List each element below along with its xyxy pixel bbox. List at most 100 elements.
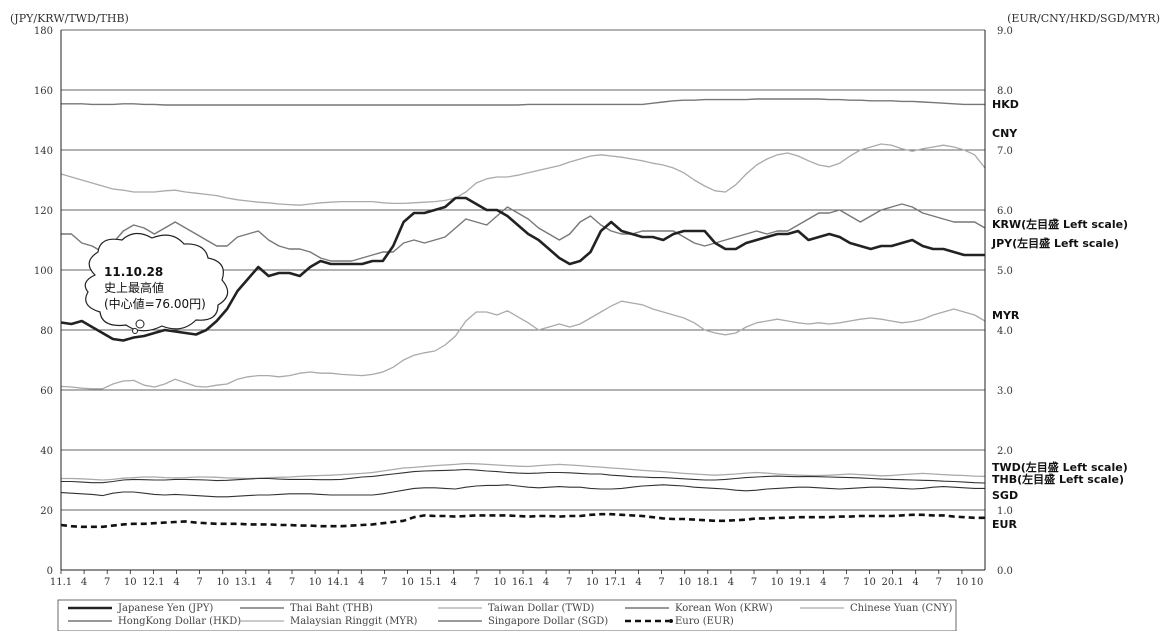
x-tick-label: 7 <box>474 577 480 588</box>
left-tick-label: 140 <box>34 146 53 157</box>
x-tick-label: 10 <box>124 577 137 588</box>
right-tick-label: 7.0 <box>997 146 1013 157</box>
left-tick-label: 120 <box>34 206 53 217</box>
legend-label-jpy: Japanese Yen (JPY) <box>117 603 213 614</box>
series-end-label-sgd: SGD <box>992 489 1018 502</box>
legend-label-twd: Taiwan Dollar (TWD) <box>488 603 594 614</box>
left-tick-label: 80 <box>40 326 53 337</box>
series-end-label-twd: TWD(左目盛 Left scale) <box>992 460 1128 474</box>
x-tick-label: 10 <box>678 577 691 588</box>
x-tick-label: 18.1 <box>697 577 719 588</box>
x-tick-label: 7 <box>751 577 757 588</box>
legend-label-sgd: Singapore Dollar (SGD) <box>488 616 608 627</box>
x-tick-label: 10 <box>863 577 876 588</box>
right-tick-label: 0.0 <box>997 566 1013 577</box>
x-tick-label: 4 <box>173 577 179 588</box>
x-tick-label: 14.1 <box>327 577 349 588</box>
x-tick-label: 20.1 <box>881 577 903 588</box>
x-tick-label: 10 <box>586 577 599 588</box>
legend-label-hkd: HongKong Dollar (HKD) <box>118 616 241 627</box>
x-tick-label: 10 <box>956 577 969 588</box>
left-tick-label: 40 <box>40 446 53 457</box>
series-line-sgd <box>60 484 985 498</box>
series-end-label-jpy: JPY(左目盛 Left scale) <box>991 236 1119 250</box>
series-line-hkd <box>61 98 985 106</box>
legend: Japanese Yen (JPY) Thai Baht (THB) Taiwan … <box>57 599 957 632</box>
x-tick-label: 19.1 <box>789 577 811 588</box>
series-end-label-hkd: HKD <box>992 98 1019 111</box>
series-end-label-cny: CNY <box>992 127 1018 140</box>
legend-label-krw: Korean Won (KRW) <box>675 603 773 614</box>
series-layer <box>60 98 986 529</box>
right-tick-label: 6.0 <box>997 206 1013 217</box>
series-line-twd <box>61 462 986 481</box>
legend-label-cny: Chinese Yuan (CNY) <box>850 603 953 614</box>
series-line-krw <box>61 203 986 262</box>
right-tick-label: 8.0 <box>997 86 1013 97</box>
x-tick-label: 7 <box>658 577 664 588</box>
right-tick-label: 2.0 <box>997 446 1013 457</box>
x-tick-label: 7 <box>843 577 849 588</box>
right-tick-label: 9.0 <box>997 26 1013 37</box>
callout-line-2: 史上最高値 <box>104 280 164 295</box>
x-tick-label: 12.1 <box>142 577 164 588</box>
right-tick-label: 3.0 <box>997 386 1013 397</box>
x-tick-label: 4 <box>266 577 272 588</box>
left-tick-label: 160 <box>34 86 53 97</box>
x-tick-label: 16.1 <box>512 577 534 588</box>
x-tick-label: 7 <box>566 577 572 588</box>
legend-label-eur: Euro (EUR) <box>675 616 734 627</box>
x-tick-label: 4 <box>451 577 457 588</box>
x-tick-label: 7 <box>936 577 942 588</box>
x-tick-label: 7 <box>289 577 295 588</box>
series-line-jpy <box>60 196 985 342</box>
x-tick-label: 10 <box>771 577 784 588</box>
callout-cloud-shape <box>84 232 229 332</box>
series-end-label-eur: EUR <box>992 518 1017 531</box>
series-line-cny <box>60 143 986 206</box>
right-tick-label: 5.0 <box>997 266 1013 277</box>
left-tick-label: 100 <box>34 266 53 277</box>
x-tick-label: 7 <box>381 577 387 588</box>
legend-swatch-eur-dot <box>669 619 673 623</box>
x-tick-label: 4 <box>820 577 826 588</box>
x-tick-label: 15.1 <box>419 577 441 588</box>
x-tick-label: 11.1 <box>50 577 72 588</box>
x-tick-label: 7 <box>196 577 202 588</box>
series-end-label-krw: KRW(左目盛 Left scale) <box>992 217 1128 231</box>
right-axis-title: (EUR/CNY/HKD/SGD/MYR) <box>1007 12 1160 25</box>
x-tick-label: 4 <box>913 577 919 588</box>
series-line-thb <box>61 468 986 484</box>
left-tick-label: 60 <box>40 386 53 397</box>
series-line-eur <box>60 512 985 529</box>
legend-label-myr: Malaysian Ringgit (MYR) <box>290 616 418 627</box>
x-tick-label: 13.1 <box>235 577 257 588</box>
callout: 11.10.28 史上最高値 (中心値=76.00円) <box>84 232 229 334</box>
legend-label-thb: Thai Baht (THB) <box>290 603 373 614</box>
series-line-myr <box>60 300 986 390</box>
series-end-label-thb: THB(左目盛 Left scale) <box>992 472 1124 486</box>
left-tick-label: 20 <box>40 506 53 517</box>
x-tick-label: 10 <box>309 577 322 588</box>
x-tick-label: 17.1 <box>604 577 626 588</box>
left-axis-title: (JPY/KRW/TWD/THB) <box>10 12 129 25</box>
x-tick-label: 10 <box>401 577 414 588</box>
x-tick-label: 10 <box>216 577 229 588</box>
axis-layer: 0 20 40 60 80 100 120 140 160 180 0.0 1.0 2.0 3.0 4.0 5… <box>10 12 1160 588</box>
callout-bubble-small <box>132 328 138 334</box>
x-tick-label: 10 <box>971 577 984 588</box>
x-tick-label: 4 <box>81 577 87 588</box>
x-tick-label: 7 <box>104 577 110 588</box>
legend-box <box>57 599 957 632</box>
callout-bubble-large <box>135 319 145 329</box>
x-tick-label: 4 <box>358 577 364 588</box>
left-tick-label: 180 <box>34 26 53 37</box>
right-tick-label: 1.0 <box>997 506 1013 517</box>
x-tick-label: 4 <box>543 577 549 588</box>
x-tick-label: 4 <box>635 577 641 588</box>
x-tick-label: 10 <box>494 577 507 588</box>
left-tick-label: 0 <box>47 566 53 577</box>
callout-line-3: (中心値=76.00円) <box>104 296 206 311</box>
